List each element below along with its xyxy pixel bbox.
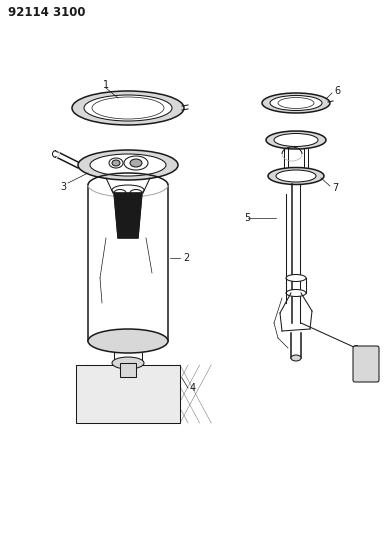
- Ellipse shape: [124, 156, 148, 170]
- Ellipse shape: [112, 357, 144, 369]
- Ellipse shape: [130, 159, 142, 167]
- Ellipse shape: [262, 93, 330, 113]
- Ellipse shape: [286, 289, 306, 296]
- Ellipse shape: [88, 329, 168, 353]
- Ellipse shape: [276, 170, 316, 182]
- Ellipse shape: [109, 158, 123, 168]
- Ellipse shape: [90, 154, 166, 176]
- Text: 7: 7: [332, 183, 338, 193]
- Ellipse shape: [112, 185, 144, 195]
- Ellipse shape: [270, 95, 322, 110]
- Text: 2: 2: [183, 253, 189, 263]
- Text: 5: 5: [244, 213, 250, 223]
- Text: 1: 1: [103, 80, 109, 90]
- Bar: [120, 363, 136, 377]
- Ellipse shape: [72, 91, 184, 125]
- Ellipse shape: [114, 190, 126, 197]
- Ellipse shape: [130, 190, 142, 197]
- Bar: [76, 365, 180, 423]
- Ellipse shape: [112, 160, 120, 166]
- Text: 6: 6: [334, 86, 340, 96]
- FancyBboxPatch shape: [353, 346, 379, 382]
- Ellipse shape: [78, 150, 178, 180]
- Ellipse shape: [114, 358, 142, 368]
- Text: 4: 4: [190, 383, 196, 393]
- Text: 92114 3100: 92114 3100: [8, 5, 86, 19]
- Ellipse shape: [291, 355, 301, 361]
- Ellipse shape: [274, 133, 318, 147]
- Ellipse shape: [286, 274, 306, 281]
- Polygon shape: [114, 193, 142, 238]
- Ellipse shape: [84, 95, 172, 121]
- Ellipse shape: [354, 345, 359, 351]
- Ellipse shape: [268, 167, 324, 184]
- Text: 3: 3: [60, 182, 66, 192]
- Ellipse shape: [266, 131, 326, 149]
